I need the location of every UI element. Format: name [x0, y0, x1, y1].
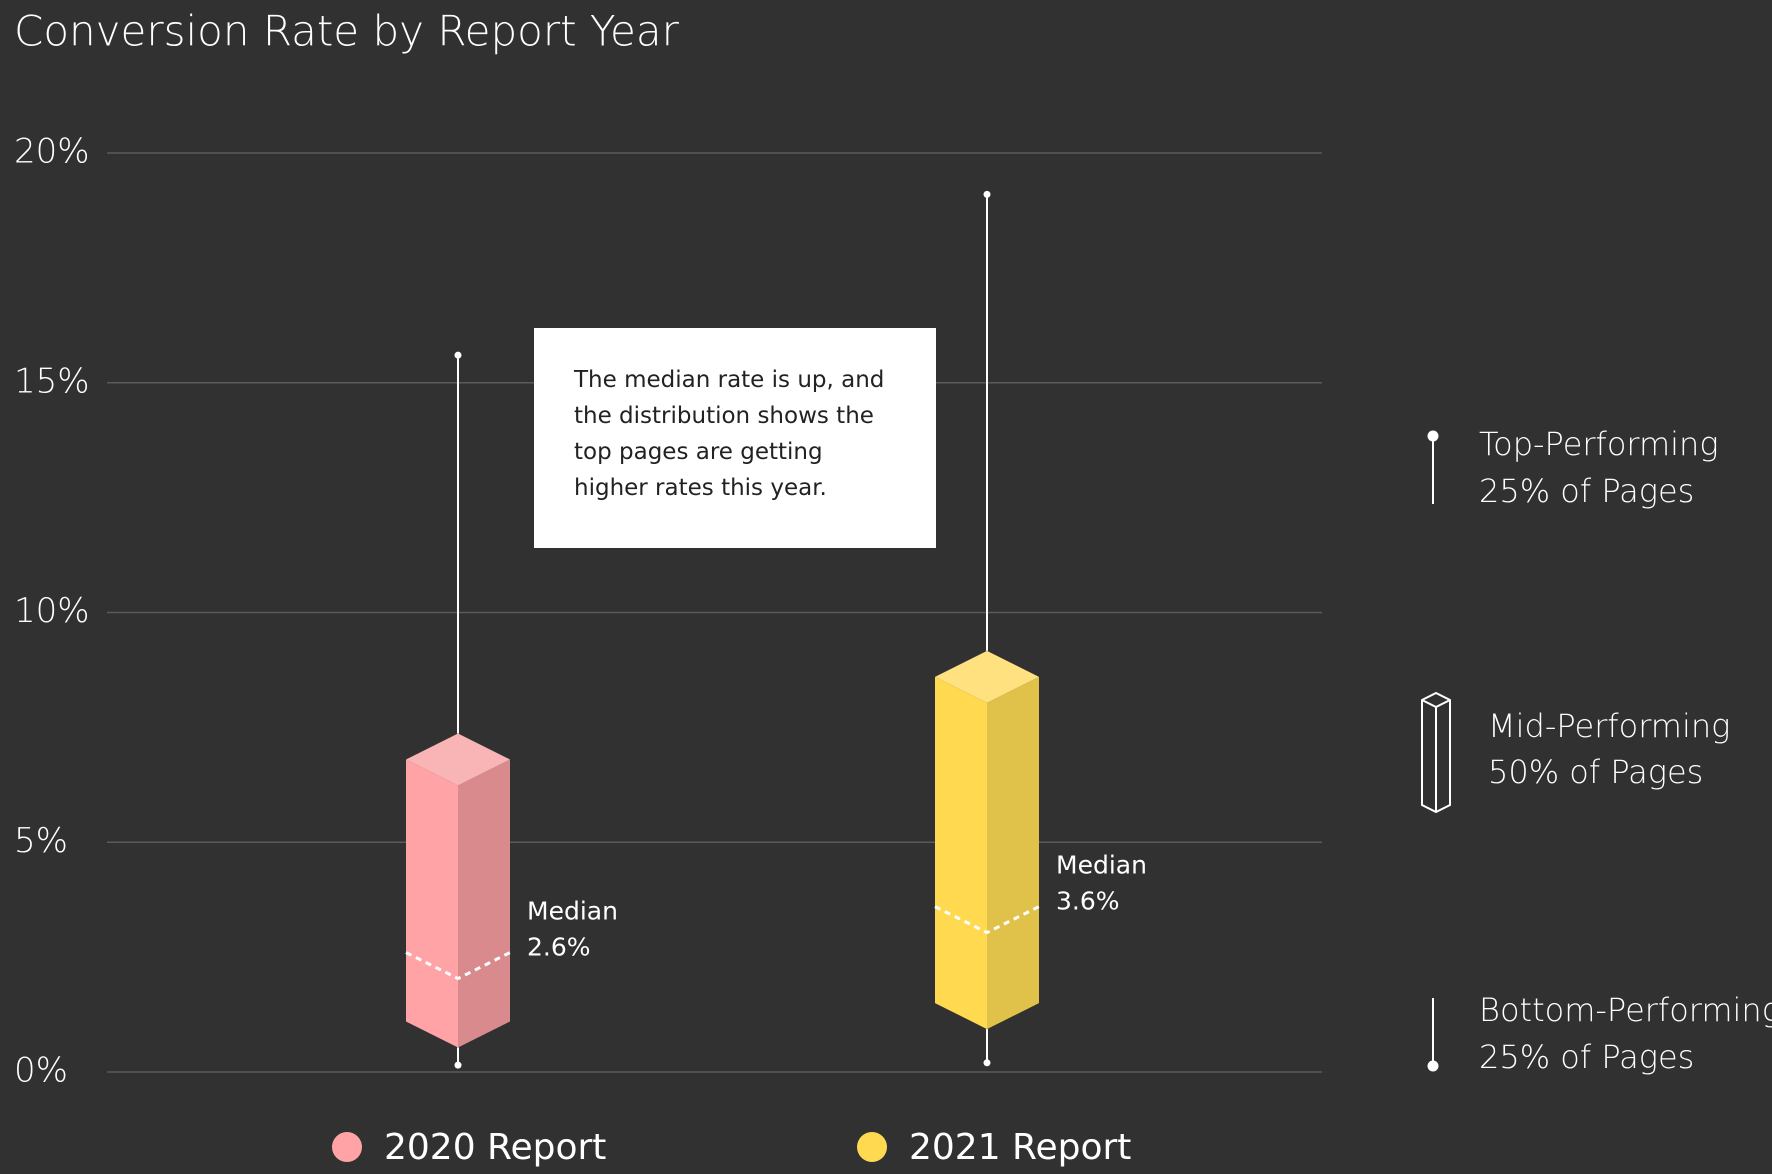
- key-subtitle: 50% of Pages: [1488, 753, 1703, 791]
- key-icons: [1421, 430, 1451, 1072]
- median-value-label: 3.6%: [1056, 887, 1120, 916]
- median-text: Median: [527, 897, 618, 926]
- whisker-min-dot: [454, 1061, 462, 1069]
- whisker-max-dot: [983, 190, 991, 198]
- median-line: [934, 905, 1040, 935]
- box-side: [987, 676, 1039, 1030]
- key-top-dot: [1427, 430, 1439, 442]
- legend-swatch: [332, 1132, 362, 1162]
- median-text: Median: [1056, 851, 1147, 880]
- y-tick-label: 10%: [14, 591, 90, 631]
- legend-label: 2020 Report: [384, 1127, 606, 1168]
- key-mid-icon: [1421, 691, 1451, 814]
- whisker-min-dot: [983, 1059, 991, 1067]
- key-title: Mid-Performing: [1488, 707, 1730, 745]
- key-title: Bottom-Performing: [1479, 991, 1772, 1029]
- key-mid-top: [1421, 699, 1451, 709]
- y-tick-label: 15%: [14, 361, 90, 401]
- legend-swatch: [857, 1132, 887, 1162]
- box-side: [458, 759, 510, 1048]
- whisker-max-dot: [454, 351, 462, 359]
- chart-title: Conversion Rate by Report Year: [14, 7, 680, 56]
- box-top: [935, 650, 1039, 703]
- y-tick-label: 0%: [14, 1051, 68, 1091]
- median-value-label: 2.6%: [527, 933, 591, 962]
- key-subtitle: 25% of Pages: [1479, 472, 1694, 510]
- box-top: [406, 733, 510, 786]
- box-front: [406, 759, 458, 1048]
- annotation: The median rate is up, and the distribut…: [534, 328, 936, 548]
- key-bottom-dot: [1427, 1060, 1439, 1072]
- y-tick-label: 5%: [14, 821, 68, 861]
- key-title: Top-Performing: [1479, 425, 1719, 463]
- key-subtitle: 25% of Pages: [1479, 1038, 1694, 1076]
- median-line: [405, 951, 511, 981]
- box-front: [935, 676, 987, 1030]
- y-tick-label: 20%: [14, 132, 90, 172]
- legend-label: 2021 Report: [909, 1127, 1131, 1168]
